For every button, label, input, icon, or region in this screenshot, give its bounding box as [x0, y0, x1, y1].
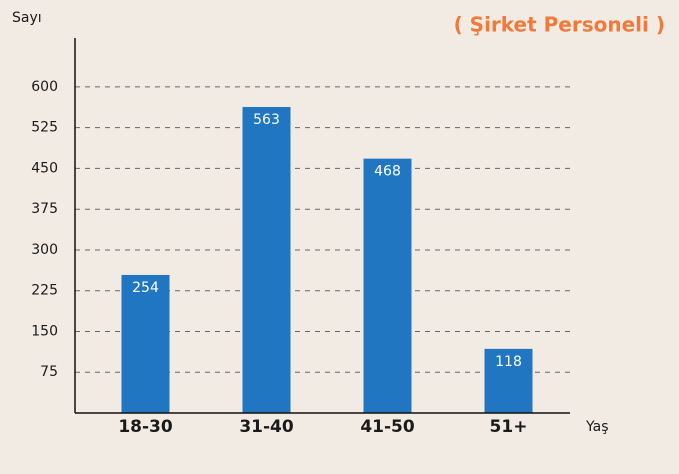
bar [363, 158, 412, 413]
x-tick-label: 51+ [490, 417, 528, 437]
y-tick-label: 375 [31, 201, 58, 217]
x-axis-label: Yaş [585, 419, 609, 435]
y-axis-label: Sayı [12, 10, 42, 26]
y-tick-label: 225 [31, 283, 58, 299]
x-tick-label: 41-50 [360, 417, 415, 437]
y-tick-label: 450 [31, 160, 58, 176]
value-label: 468 [374, 164, 401, 180]
y-tick-label: 300 [31, 242, 58, 258]
bars: 18-30 254 31-40 563 41-50 468 51+ 118 [118, 107, 533, 437]
bar [242, 107, 291, 414]
value-label: 254 [132, 280, 159, 296]
bar [484, 348, 533, 413]
chart-title: ( Şirket Personeli ) [454, 13, 665, 37]
grid: 75 150 225 300 375 450 525 600 [31, 79, 570, 380]
y-tick-label: 75 [40, 364, 58, 380]
y-tick-label: 600 [31, 79, 58, 95]
value-label: 118 [495, 354, 522, 370]
bar [121, 274, 170, 413]
y-tick-label: 150 [31, 323, 58, 339]
value-label: 563 [253, 112, 280, 128]
y-tick-label: 525 [31, 120, 58, 136]
x-tick-label: 31-40 [239, 417, 294, 437]
x-tick-label: 18-30 [118, 417, 173, 437]
